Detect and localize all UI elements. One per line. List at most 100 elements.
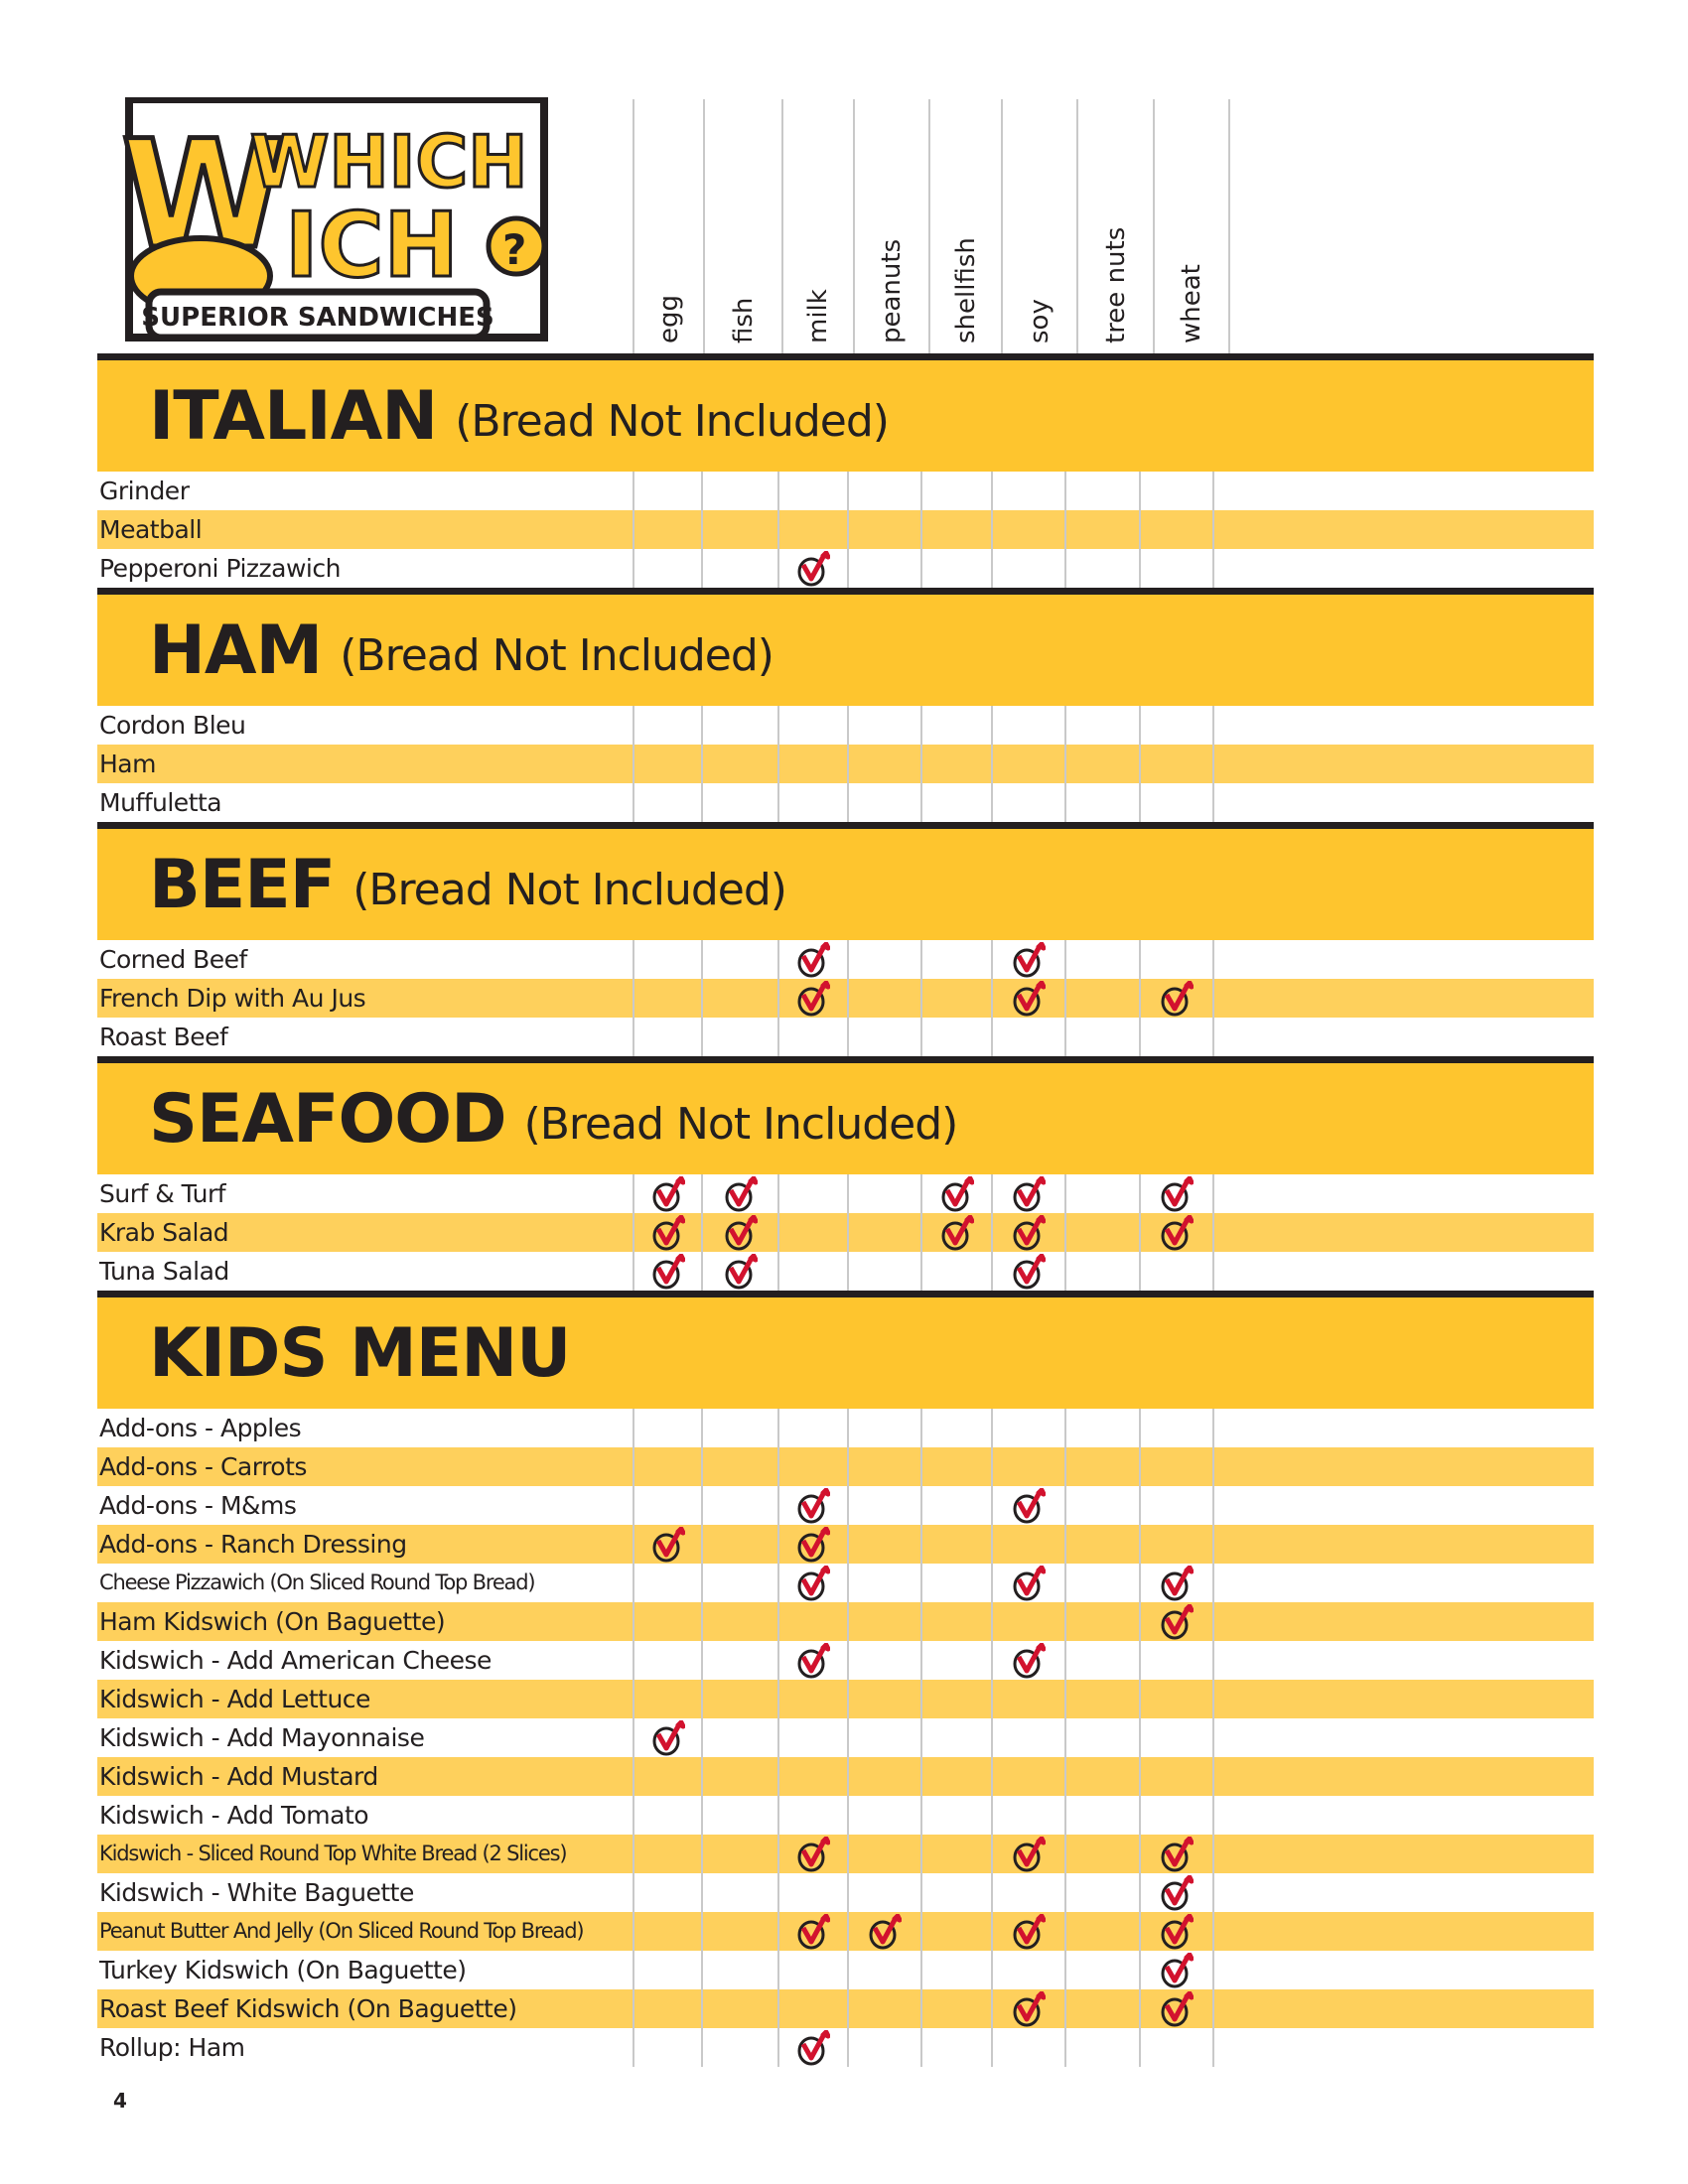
cell-wheat	[1139, 1174, 1212, 1213]
column-divider	[1212, 940, 1214, 979]
column-header-label: fish	[728, 297, 759, 343]
cell-fish	[701, 1409, 777, 1447]
cell-egg	[633, 979, 701, 1018]
section-subtitle: (Bread Not Included)	[523, 1098, 959, 1150]
cell-shellfish	[920, 1602, 991, 1641]
table-row: Turkey Kidswich (On Baguette)	[97, 1951, 1594, 1989]
cell-tree-nuts	[1064, 549, 1139, 588]
circled-checkmark-icon	[868, 1913, 903, 1950]
cell-wheat	[1139, 1757, 1212, 1796]
column-divider	[1212, 1873, 1214, 1912]
cell-fish	[701, 706, 777, 745]
circled-checkmark-icon	[651, 1214, 685, 1251]
cell-soy	[991, 1835, 1064, 1873]
cell-tree-nuts	[1064, 1796, 1139, 1835]
cell-milk	[777, 1213, 847, 1252]
circled-checkmark-icon	[1160, 1175, 1195, 1212]
cell-shellfish	[920, 472, 991, 510]
section-title: ITALIAN	[149, 376, 438, 456]
cell-wheat	[1139, 549, 1212, 588]
cell-peanuts	[847, 1718, 920, 1757]
cell-fish	[701, 1757, 777, 1796]
menu-item-name: Cordon Bleu	[99, 711, 246, 740]
cell-peanuts	[847, 783, 920, 822]
cell-tree-nuts	[1064, 1564, 1139, 1602]
cell-shellfish	[920, 1718, 991, 1757]
cell-tree-nuts	[1064, 783, 1139, 822]
cell-wheat	[1139, 745, 1212, 783]
column-header-egg: egg	[633, 99, 703, 355]
cell-wheat	[1139, 1252, 1212, 1291]
table-row: Kidswich - White Baguette	[97, 1873, 1594, 1912]
cell-fish	[701, 940, 777, 979]
circled-checkmark-icon	[1012, 1175, 1047, 1212]
page-number: 4	[113, 2089, 127, 2113]
table-row: Ham	[97, 745, 1594, 783]
cell-fish	[701, 1525, 777, 1564]
cell-shellfish	[920, 510, 991, 549]
cell-fish	[701, 1447, 777, 1486]
column-header-soy: soy	[1001, 99, 1076, 355]
table-row: French Dip with Au Jus	[97, 979, 1594, 1018]
menu-item-name: Rollup: Ham	[99, 2033, 245, 2062]
column-header-label: peanuts	[877, 238, 907, 343]
cell-shellfish	[920, 979, 991, 1018]
table-row: Muffuletta	[97, 783, 1594, 822]
menu-item-name: French Dip with Au Jus	[99, 984, 366, 1013]
cell-shellfish	[920, 1680, 991, 1718]
column-divider	[1212, 549, 1214, 588]
cell-egg	[633, 745, 701, 783]
table-row: Add-ons - M&ms	[97, 1486, 1594, 1525]
cell-peanuts	[847, 1018, 920, 1056]
cell-fish	[701, 472, 777, 510]
circled-checkmark-icon	[1012, 1487, 1047, 1524]
cell-egg	[633, 1757, 701, 1796]
cell-fish	[701, 1486, 777, 1525]
cell-wheat	[1139, 1912, 1212, 1951]
menu-item-name: Pepperoni Pizzawich	[99, 554, 341, 583]
cell-shellfish	[920, 1213, 991, 1252]
column-divider	[1228, 99, 1230, 355]
cell-milk	[777, 1718, 847, 1757]
column-divider	[1212, 1680, 1214, 1718]
cell-tree-nuts	[1064, 1951, 1139, 1989]
table-row: Add-ons - Carrots	[97, 1447, 1594, 1486]
cell-wheat	[1139, 1835, 1212, 1873]
cell-tree-nuts	[1064, 1718, 1139, 1757]
circled-checkmark-icon	[1160, 980, 1195, 1017]
circled-checkmark-icon	[651, 1526, 685, 1563]
column-header-label: wheat	[1177, 264, 1206, 343]
menu-item-name: Kidswich - Add Tomato	[99, 1801, 369, 1830]
cell-shellfish	[920, 1018, 991, 1056]
table-row: Cordon Bleu	[97, 706, 1594, 745]
circled-checkmark-icon	[1012, 1836, 1047, 1872]
cell-shellfish	[920, 1835, 991, 1873]
cell-soy	[991, 745, 1064, 783]
circled-checkmark-icon	[796, 1836, 831, 1872]
circled-checkmark-icon	[796, 1565, 831, 1601]
cell-wheat	[1139, 1486, 1212, 1525]
cell-tree-nuts	[1064, 979, 1139, 1018]
section-divider	[97, 1291, 1594, 1297]
cell-peanuts	[847, 1835, 920, 1873]
menu-item-name: Kidswich - Add American Cheese	[99, 1646, 492, 1675]
cell-milk	[777, 2028, 847, 2067]
cell-egg	[633, 1602, 701, 1641]
cell-peanuts	[847, 1486, 920, 1525]
cell-shellfish	[920, 1447, 991, 1486]
cell-shellfish	[920, 1641, 991, 1680]
cell-milk	[777, 1912, 847, 1951]
column-divider	[1212, 1641, 1214, 1680]
cell-tree-nuts	[1064, 1641, 1139, 1680]
cell-egg	[633, 510, 701, 549]
table-row: Cheese Pizzawich (On Sliced Round Top Br…	[97, 1564, 1594, 1602]
section-divider	[97, 353, 1594, 360]
column-header-shellfish: shellfish	[928, 99, 1001, 355]
table-row: Grinder	[97, 472, 1594, 510]
cell-wheat	[1139, 472, 1212, 510]
cell-milk	[777, 1873, 847, 1912]
table-row: Peanut Butter And Jelly (On Sliced Round…	[97, 1912, 1594, 1951]
cell-peanuts	[847, 1564, 920, 1602]
svg-text:?: ?	[502, 225, 526, 274]
allergen-column-headers: egg fish milk peanuts shellfish soy tree nuts w…	[633, 99, 1230, 355]
